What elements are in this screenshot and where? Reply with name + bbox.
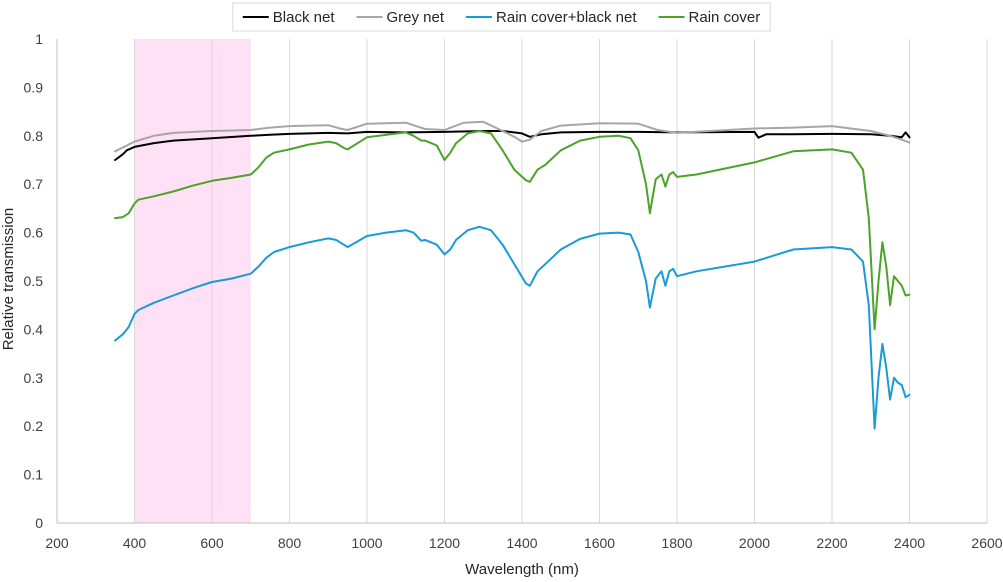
x-tick-label: 1400: [506, 535, 537, 551]
x-tick-label: 2200: [816, 535, 847, 551]
legend-entry: Grey net: [356, 9, 445, 26]
x-tick-label: 1600: [584, 535, 615, 551]
y-tick-label: 0.7: [24, 176, 44, 192]
y-tick-label: 0.2: [24, 418, 44, 434]
highlight-band-layer: [134, 39, 251, 523]
axis-layer: [56, 39, 987, 524]
x-tick-label: 200: [45, 535, 69, 551]
highlight-band: [134, 39, 251, 523]
grid-layer: [134, 39, 988, 523]
legend-entry: Black net: [242, 9, 336, 26]
y-axis-title: Relative transmission: [0, 208, 17, 351]
x-tick-label: 600: [200, 535, 224, 551]
y-tick-label: 0: [35, 515, 43, 531]
y-tick-label: 0.8: [24, 128, 44, 144]
x-tick-label: 1000: [351, 535, 382, 551]
y-tick-label: 1: [35, 31, 43, 47]
x-tick-label: 1200: [429, 535, 460, 551]
series-line: [114, 120, 911, 153]
tick-label-layer: 200 400 600 800 1000 1200 1400 1600 1800 2000 2200…: [24, 31, 1003, 551]
x-tick-label: 2400: [894, 535, 925, 551]
legend-label: Black net: [273, 9, 336, 26]
x-tick-label: 2000: [739, 535, 770, 551]
x-tick-label: 800: [278, 535, 302, 551]
y-tick-label: 0.1: [24, 467, 44, 483]
y-tick-label: 0.6: [24, 225, 44, 241]
y-tick-label: 0.5: [24, 273, 44, 289]
legend-entry: Rain cover: [658, 9, 761, 26]
x-tick-label: 2600: [971, 535, 1002, 551]
legend-entry: Rain cover+black net: [466, 9, 637, 26]
x-axis-title: Wavelength (nm): [465, 561, 579, 578]
y-tick-label: 0.3: [24, 370, 44, 386]
y-tick-label: 0.9: [24, 79, 44, 95]
series-line: [114, 225, 911, 430]
series-line: [114, 130, 911, 161]
legend-label: Rain cover: [689, 9, 761, 26]
legend-label: Grey net: [386, 9, 444, 26]
x-tick-label: 400: [123, 535, 147, 551]
series-layer: [114, 120, 911, 430]
x-tick-label: 1800: [661, 535, 692, 551]
y-tick-label: 0.4: [24, 321, 44, 337]
legend-label: Rain cover+black net: [496, 9, 637, 26]
series-line: [114, 130, 911, 331]
legend: Black net Grey net Rain cover+black net Rai…: [232, 2, 771, 32]
